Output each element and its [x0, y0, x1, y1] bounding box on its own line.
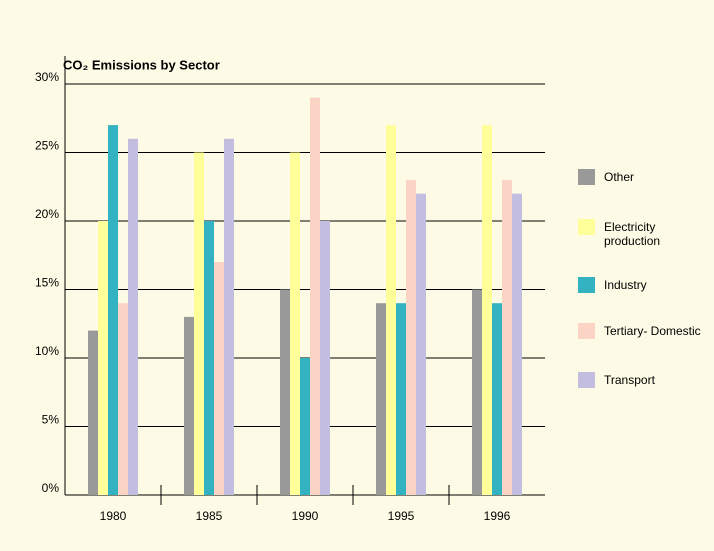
legend-label: Other [604, 170, 635, 184]
bar [406, 179, 416, 495]
bar [386, 125, 396, 495]
y-tick-label: 5% [42, 413, 60, 427]
bar [502, 179, 512, 495]
bar [320, 221, 330, 495]
bar [300, 358, 310, 495]
legend-swatch [578, 372, 595, 388]
y-tick-label: 25% [35, 139, 59, 153]
bar [224, 138, 234, 496]
bar [290, 152, 300, 495]
legend-label: Transport [604, 373, 655, 387]
bar [128, 138, 138, 496]
bar [184, 316, 194, 495]
bar [376, 303, 386, 495]
bar [98, 221, 108, 495]
bar [194, 152, 204, 495]
legend-label: Electricity production [604, 220, 661, 248]
bar [482, 125, 492, 495]
bar [108, 125, 118, 495]
chart-title: CO₂ Emissions by Sector [63, 57, 220, 72]
y-tick-label: 15% [35, 276, 59, 290]
bar [214, 262, 224, 495]
bar [492, 303, 502, 495]
x-tick-label: 1985 [196, 509, 223, 523]
x-tick-label: 1990 [292, 509, 319, 523]
y-tick-label: 20% [35, 207, 59, 221]
bar [512, 193, 522, 495]
bar [416, 193, 426, 495]
legend-label: Industry [604, 278, 647, 292]
bar [204, 221, 214, 495]
y-tick-label: 30% [35, 70, 59, 84]
bar [118, 303, 128, 495]
legend-swatch [578, 169, 595, 185]
bar [472, 289, 482, 495]
x-tick-label: 1995 [388, 509, 415, 523]
legend-label: Tertiary- Domestic [604, 324, 701, 338]
y-tick-label: 0% [42, 481, 60, 495]
legend-swatch [578, 219, 595, 235]
x-tick-label: 1996 [484, 509, 511, 523]
bar [88, 330, 98, 495]
legend-swatch [578, 323, 595, 339]
legend-swatch [578, 277, 595, 293]
bar [396, 303, 406, 495]
bar [310, 97, 320, 495]
x-tick-label: 1980 [100, 509, 127, 523]
bar [280, 289, 290, 495]
y-tick-label: 10% [35, 344, 59, 358]
